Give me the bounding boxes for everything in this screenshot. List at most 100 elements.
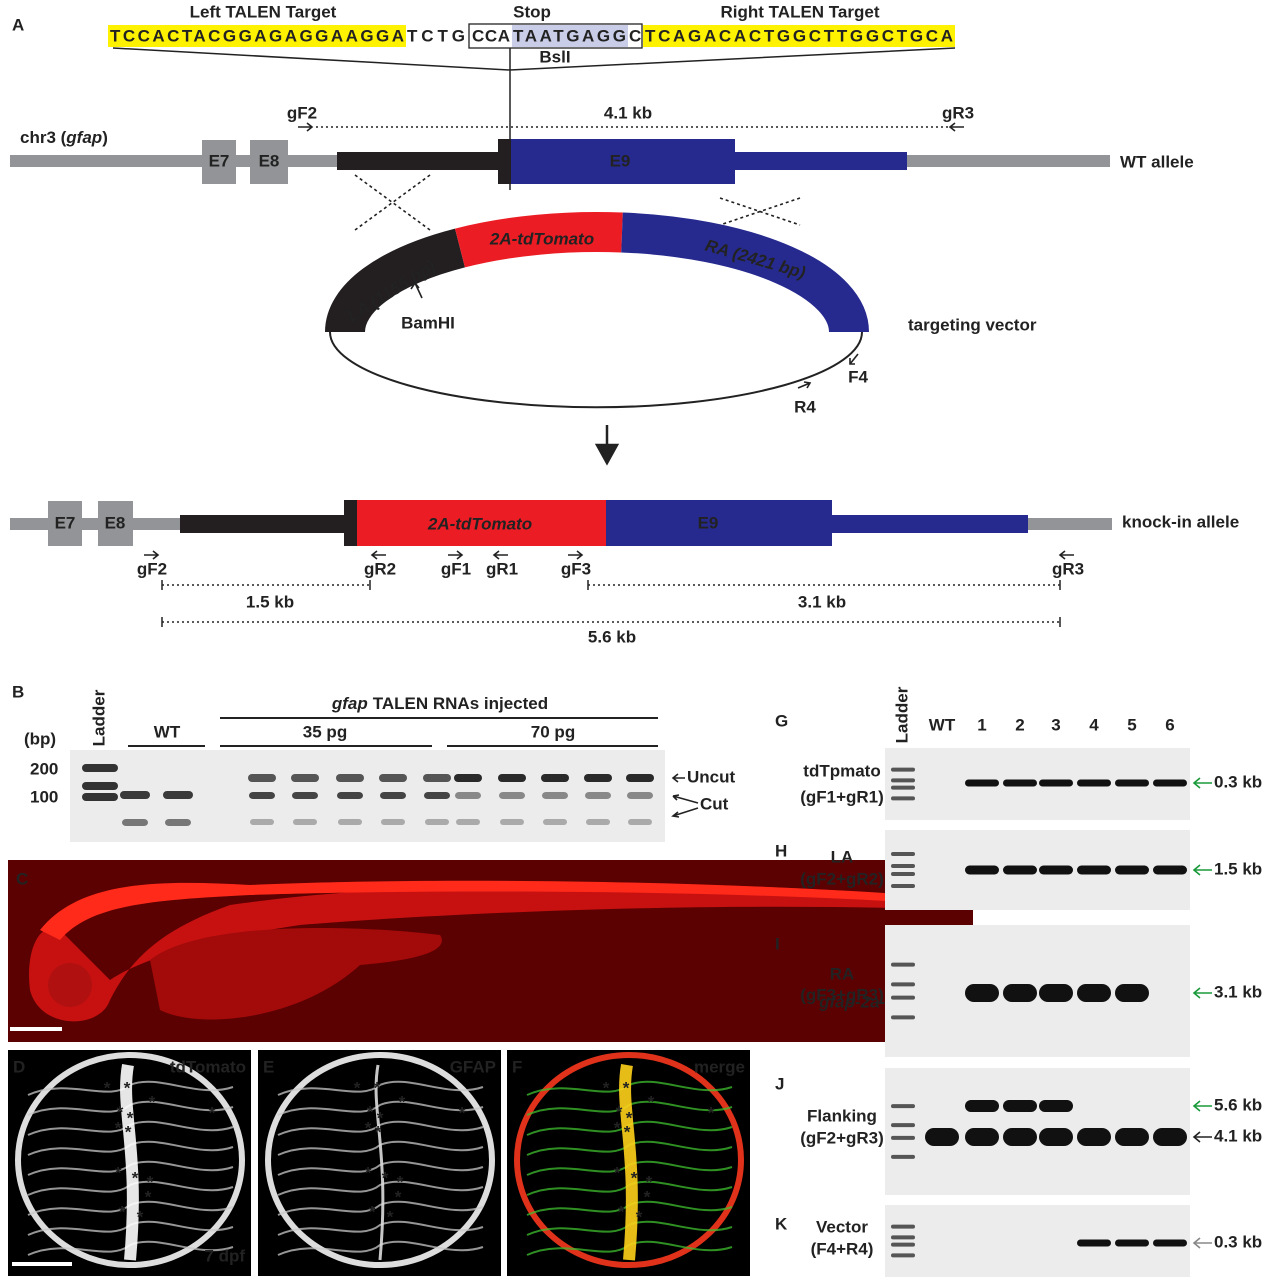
span-label: 5.6 kb	[588, 627, 636, 646]
asterisk: *	[145, 1187, 152, 1206]
sequence: TAATGAGG	[513, 26, 626, 45]
size-label: 200	[30, 759, 58, 778]
gel-name: Vector	[816, 1217, 868, 1236]
asterisk: *	[708, 1103, 715, 1122]
embryo	[29, 883, 960, 1022]
primer-label: gF2	[137, 559, 167, 578]
asterisk: *	[614, 1118, 621, 1137]
stop-highlight	[512, 25, 628, 47]
asterisk: *	[377, 1108, 384, 1127]
site-label: BamHI	[401, 313, 455, 332]
band	[1003, 865, 1037, 875]
band	[585, 792, 611, 799]
midline	[619, 1063, 638, 1261]
asterisk: *	[132, 1168, 139, 1187]
size-arrow	[1192, 777, 1212, 789]
band	[1077, 779, 1111, 787]
utr	[735, 152, 907, 170]
band	[122, 819, 148, 826]
band	[584, 774, 612, 782]
panel-label: B	[12, 682, 24, 701]
ladder-band	[891, 1135, 915, 1140]
size-label: 0.3 kb	[1214, 1232, 1262, 1251]
utr	[832, 515, 1028, 533]
asterisk: *	[614, 1163, 621, 1182]
asterisk: *	[354, 1078, 361, 1097]
sequence: TCCACTACGGAGAGGAAGGA	[110, 26, 404, 45]
group-label: WT	[154, 722, 181, 741]
sequence: TCAGACACTGGCTTGGCTGCA	[645, 26, 953, 45]
band	[249, 792, 275, 799]
asterisk: *	[365, 1163, 372, 1182]
chromosome-label: chr3 (gfap)	[20, 128, 108, 147]
ladder-band	[891, 767, 915, 772]
asterisk: *	[137, 1207, 144, 1226]
band	[1039, 984, 1073, 1002]
band	[293, 819, 317, 825]
allele-label: WT allele	[1120, 152, 1194, 171]
band	[498, 774, 526, 782]
panel-label: J	[775, 1074, 784, 1093]
panel-label: G	[775, 711, 788, 730]
panel-label: C	[16, 869, 28, 888]
ladder-band	[891, 1235, 915, 1240]
span-label: 1.5 kb	[246, 592, 294, 611]
lane-label: 4	[1089, 715, 1099, 734]
asterisk: *	[367, 1102, 374, 1121]
band	[965, 865, 999, 875]
eye	[48, 963, 92, 1007]
asterisk: *	[375, 1122, 382, 1141]
asterisk: *	[124, 1078, 131, 1097]
primer-arrow	[1058, 550, 1074, 560]
band	[1115, 779, 1149, 787]
asterisk: *	[374, 1078, 381, 1097]
primer-arrow	[448, 550, 464, 560]
lane-label: 3	[1051, 715, 1060, 734]
asterisk: *	[115, 1163, 122, 1182]
gel-name: LA	[831, 847, 854, 866]
band	[1039, 779, 1073, 787]
band	[424, 792, 450, 799]
lane-label: 1	[977, 715, 986, 734]
lane-label: WT	[929, 715, 956, 734]
exon	[250, 140, 288, 184]
ladder-band	[891, 864, 915, 868]
exon-label: E9	[610, 151, 631, 170]
lane-label: 2	[1015, 715, 1024, 734]
gel-name: RA	[830, 964, 855, 983]
group-lines	[128, 717, 658, 747]
primer-arrow	[568, 550, 584, 560]
band	[454, 774, 482, 782]
process	[277, 1160, 484, 1176]
allele-label: knock-in allele	[1122, 512, 1239, 531]
primer-arrow	[492, 550, 508, 560]
band	[1003, 984, 1037, 1002]
asterisk: *	[623, 1078, 630, 1097]
band	[1115, 984, 1149, 1002]
asterisk: *	[387, 1207, 394, 1226]
insert	[357, 500, 606, 546]
process	[277, 1080, 484, 1096]
annotation-arrow	[671, 773, 685, 783]
size-label: 1.5 kb	[1214, 859, 1262, 878]
band	[1115, 1239, 1149, 1247]
asterisk: *	[365, 1118, 372, 1137]
band	[627, 792, 653, 799]
injected-label: TALEN RNAs injected	[373, 694, 548, 713]
cut-label: Cut	[700, 794, 729, 813]
lane-label: 6	[1165, 715, 1174, 734]
band	[1153, 1239, 1187, 1247]
exon	[511, 139, 735, 184]
uncut-label: Uncut	[687, 767, 736, 786]
process	[277, 1200, 484, 1216]
spinal-cord	[40, 880, 955, 940]
left-target-label: Left TALEN Target	[190, 2, 337, 21]
tissue-outline	[514, 1052, 744, 1268]
panel-label: K	[775, 1214, 788, 1233]
asterisk: *	[631, 1168, 638, 1187]
band	[1077, 1128, 1111, 1146]
band	[1077, 984, 1111, 1002]
asterisk: *	[646, 1172, 653, 1191]
right-target-label: Right TALEN Target	[721, 2, 880, 21]
asterisk: *	[125, 1122, 132, 1141]
